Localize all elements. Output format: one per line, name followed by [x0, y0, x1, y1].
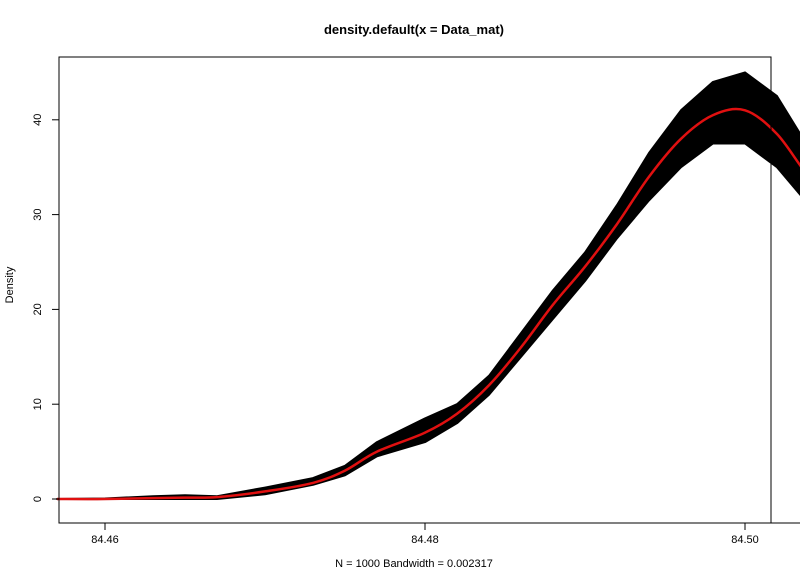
x-axis-label: N = 1000 Bandwidth = 0.002317: [335, 558, 493, 570]
chart-title: density.default(x = Data_mat): [324, 22, 504, 37]
x-tick-label: 84.48: [411, 534, 439, 546]
y-tick-label: 40: [32, 114, 44, 126]
y-tick-label: 20: [32, 303, 44, 315]
density-band: [56, 71, 800, 500]
density-band-layer: [56, 71, 800, 500]
y-tick-label: 0: [32, 496, 44, 502]
y-tick-label: 10: [32, 398, 44, 410]
x-tick-label: 84.46: [91, 534, 119, 546]
y-axis: 0 10 20 30 40: [32, 114, 60, 502]
y-tick-label: 30: [32, 208, 44, 220]
plot-frame: [58, 56, 772, 524]
x-tick-label: 84.50: [731, 534, 759, 546]
density-line-layer: [56, 107, 800, 501]
density-line: [56, 107, 800, 501]
y-axis-label: Density: [4, 266, 16, 303]
